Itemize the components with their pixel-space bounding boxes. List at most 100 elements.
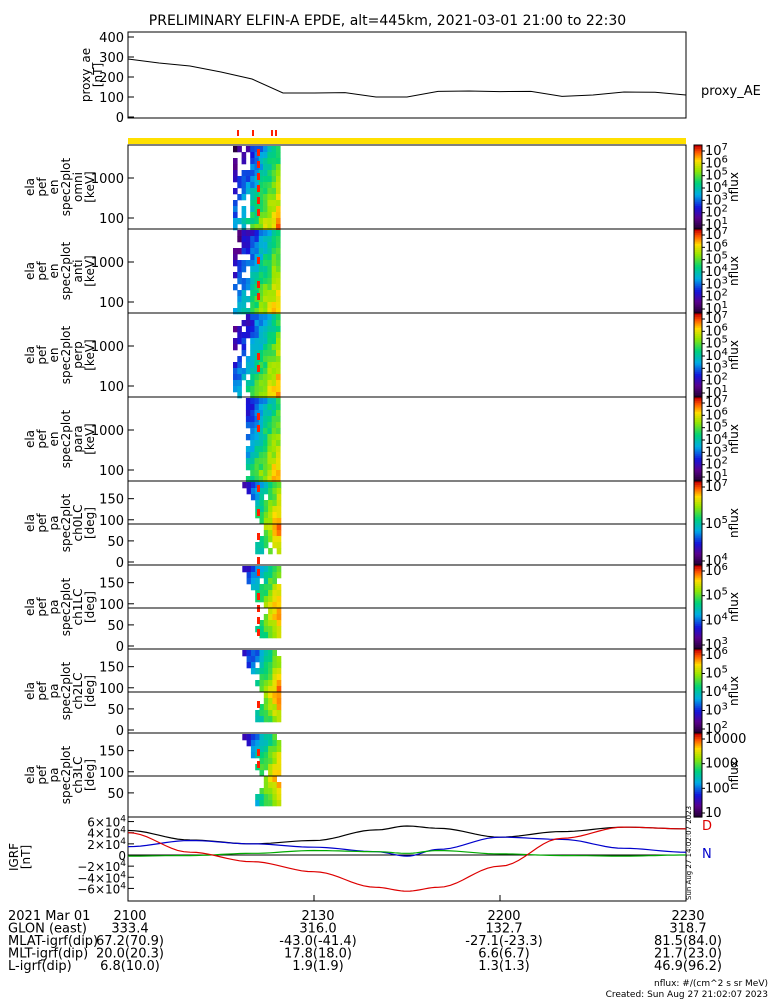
heatmap-cell bbox=[263, 704, 269, 711]
heatmap-cell bbox=[245, 308, 251, 315]
heatmap-cell bbox=[276, 188, 281, 195]
heatmap-cell bbox=[276, 314, 281, 321]
heatmap-cell bbox=[237, 356, 242, 363]
heatmap-cell bbox=[268, 488, 273, 495]
heatmap-cell bbox=[276, 620, 282, 627]
heatmap-cell bbox=[250, 302, 255, 309]
colorbar-segment bbox=[694, 808, 702, 812]
heatmap-cell bbox=[241, 284, 247, 291]
heatmap-cell bbox=[258, 458, 264, 465]
heatmap-cell bbox=[258, 422, 264, 429]
colorbar-segment bbox=[694, 336, 702, 339]
panel-4-axes: 1000 100 bbox=[91, 396, 687, 482]
colorbar-segment bbox=[694, 436, 702, 440]
colorbar-segment bbox=[694, 262, 702, 266]
heatmap-cell bbox=[276, 386, 281, 393]
heatmap-cell bbox=[271, 464, 277, 471]
ylabel-line: [deg] bbox=[83, 759, 97, 791]
colorbar-segment bbox=[694, 151, 702, 154]
colorbar-segment bbox=[694, 327, 702, 331]
colorbar-segment bbox=[694, 493, 702, 497]
colorbar-segment bbox=[694, 504, 702, 507]
heatmap-cell bbox=[267, 332, 272, 339]
heatmap-cell bbox=[276, 290, 281, 297]
heatmap-cell bbox=[237, 194, 242, 201]
heatmap-cell bbox=[254, 410, 260, 417]
ylabel-line: pef bbox=[35, 345, 49, 365]
heatmap-cell bbox=[263, 776, 269, 783]
colorbar-segment bbox=[694, 632, 702, 635]
heatmap-cell bbox=[263, 326, 268, 333]
heatmap-cell bbox=[233, 212, 238, 219]
heatmap-cell bbox=[257, 569, 260, 576]
colorbar-tick-label: 103 bbox=[705, 636, 728, 653]
ytick-label: 100 bbox=[99, 464, 124, 479]
heatmap-cell bbox=[263, 476, 268, 483]
heatmap-cell bbox=[250, 284, 255, 291]
heatmap-cell bbox=[258, 332, 264, 339]
colorbar-segment bbox=[694, 592, 702, 595]
colorbar-segment bbox=[694, 365, 702, 369]
ytick-label: 2×104 bbox=[87, 837, 126, 852]
heatmap-cell bbox=[254, 338, 260, 345]
heatmap-cell bbox=[267, 464, 272, 471]
heatmap-cell bbox=[258, 182, 264, 189]
heatmap-cell bbox=[259, 800, 265, 807]
heatmap-cell bbox=[245, 422, 251, 429]
heatmap-cell bbox=[254, 188, 260, 195]
colorbar-segment bbox=[694, 409, 702, 413]
heatmap-cell bbox=[276, 758, 282, 765]
orbit-marker bbox=[237, 130, 239, 136]
heatmap-cell bbox=[263, 344, 268, 351]
colorbar-segment bbox=[694, 241, 702, 245]
heatmap-cell bbox=[276, 158, 281, 165]
heatmap-cell bbox=[276, 788, 282, 795]
heatmap-cell bbox=[263, 458, 268, 465]
heatmap-cell bbox=[263, 482, 269, 489]
heatmap-cell bbox=[258, 374, 264, 381]
colorbar-segment bbox=[694, 814, 702, 818]
heatmap-cell bbox=[258, 158, 264, 165]
colorbar-segment bbox=[694, 588, 702, 591]
heatmap-cell bbox=[254, 224, 260, 231]
heatmap-cell bbox=[241, 206, 247, 213]
heatmap-cell bbox=[263, 380, 268, 387]
colorbar-tick-label: 104 bbox=[705, 431, 728, 448]
heatmap-cell bbox=[254, 248, 260, 255]
heatmap-cell bbox=[276, 626, 282, 633]
colorbar-segment bbox=[694, 447, 702, 451]
colorbar-segment bbox=[694, 638, 702, 642]
heatmap-cell bbox=[271, 152, 277, 159]
heatmap-cell bbox=[259, 494, 265, 501]
heatmap-cell bbox=[276, 740, 282, 747]
ylabel-line: spec2plot bbox=[59, 661, 73, 720]
heatmap-cell bbox=[254, 356, 260, 363]
heatmap-cell bbox=[258, 152, 264, 159]
heatmap-cell bbox=[268, 716, 273, 723]
heatmap-cell bbox=[258, 362, 264, 369]
heatmap-cell bbox=[241, 338, 247, 345]
heatmap-cell bbox=[263, 218, 268, 225]
colorbar-segment bbox=[694, 772, 702, 776]
heatmap-cell bbox=[263, 746, 269, 753]
panel-0-proxy-ae: 400 300 200 100 0 proxy_AE bbox=[99, 31, 761, 126]
colorbar-segment bbox=[694, 367, 702, 371]
heatmap-cell bbox=[254, 416, 260, 423]
heatmap-cell bbox=[268, 524, 273, 531]
heatmap-cell bbox=[258, 350, 264, 357]
heatmap-cell bbox=[272, 494, 277, 501]
heatmap-cell bbox=[272, 710, 277, 717]
colorbar-segment bbox=[694, 728, 702, 732]
heatmap-cell bbox=[272, 788, 277, 795]
ytick-label: 50 bbox=[107, 535, 124, 550]
colorbar-segment bbox=[694, 804, 702, 808]
heatmap-cell bbox=[250, 296, 255, 303]
heatmap-cell bbox=[254, 404, 260, 411]
colorbar-segment bbox=[694, 537, 702, 541]
panel-5-heatmap bbox=[242, 482, 282, 564]
colorbar-segment bbox=[694, 552, 702, 556]
heatmap-cell bbox=[263, 428, 268, 435]
heatmap-cell bbox=[241, 368, 247, 375]
heatmap-cell bbox=[272, 698, 277, 705]
heatmap-cell bbox=[268, 746, 273, 753]
